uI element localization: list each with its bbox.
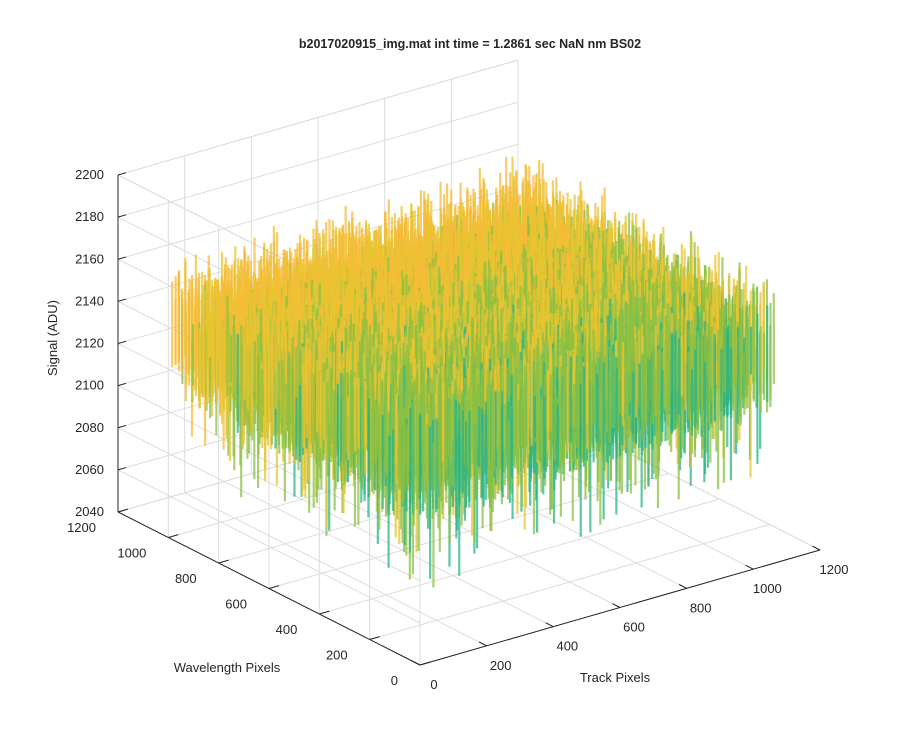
grid-line [185,493,487,646]
surface [172,157,774,588]
